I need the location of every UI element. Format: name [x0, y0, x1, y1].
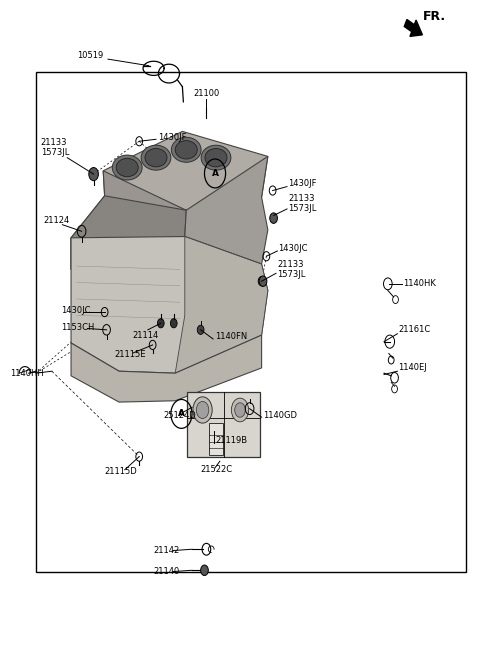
Circle shape [157, 319, 164, 328]
Ellipse shape [205, 148, 227, 167]
Text: 21142: 21142 [154, 546, 180, 555]
Ellipse shape [231, 398, 249, 422]
Bar [209, 423, 223, 455]
Text: 21133
1573JL: 21133 1573JL [288, 194, 316, 213]
Circle shape [170, 319, 177, 328]
Text: 1430JC: 1430JC [61, 306, 91, 315]
Text: 1430JC: 1430JC [278, 244, 308, 253]
Polygon shape [71, 171, 186, 273]
Ellipse shape [171, 137, 201, 162]
Text: 25124D: 25124D [163, 411, 196, 420]
Circle shape [270, 213, 277, 223]
Text: 21115E: 21115E [114, 350, 146, 359]
Text: A: A [178, 409, 185, 419]
Circle shape [89, 168, 98, 181]
Ellipse shape [145, 148, 167, 167]
Ellipse shape [141, 145, 171, 170]
Polygon shape [185, 156, 268, 264]
Text: 21119B: 21119B [215, 436, 247, 445]
Text: FR.: FR. [422, 10, 445, 23]
Text: A: A [212, 169, 218, 178]
Polygon shape [71, 237, 268, 373]
Ellipse shape [116, 158, 138, 177]
FancyArrow shape [404, 20, 422, 36]
Ellipse shape [235, 403, 245, 417]
Ellipse shape [201, 145, 231, 170]
Text: 1140HH: 1140HH [10, 369, 43, 378]
Text: 1430JF: 1430JF [158, 133, 187, 142]
Text: 1140GD: 1140GD [263, 411, 297, 420]
Text: 1140FN: 1140FN [215, 332, 247, 341]
Circle shape [201, 565, 208, 576]
Text: 21140: 21140 [154, 567, 180, 576]
Text: 1140EJ: 1140EJ [398, 363, 427, 373]
Ellipse shape [196, 401, 209, 419]
Text: 21114: 21114 [132, 330, 158, 340]
Text: 21100: 21100 [193, 89, 219, 98]
Ellipse shape [112, 155, 142, 180]
Text: 21133
1573JL: 21133 1573JL [41, 138, 69, 156]
Bar [187, 392, 260, 457]
Polygon shape [103, 131, 268, 210]
Text: 21124: 21124 [43, 215, 70, 225]
Ellipse shape [193, 397, 212, 423]
Text: 1153CH: 1153CH [61, 323, 95, 332]
Text: 1430JF: 1430JF [288, 179, 316, 189]
Text: 21161C: 21161C [398, 325, 431, 334]
Text: 1140HK: 1140HK [403, 279, 436, 288]
Text: 21133
1573JL: 21133 1573JL [277, 260, 306, 279]
Ellipse shape [175, 141, 197, 159]
Bar [36, 72, 466, 572]
Circle shape [197, 325, 204, 334]
Polygon shape [175, 237, 268, 373]
Circle shape [259, 276, 267, 286]
Polygon shape [71, 196, 186, 273]
Polygon shape [71, 335, 262, 402]
Text: 21115D: 21115D [105, 467, 137, 476]
Text: 10519: 10519 [77, 51, 103, 60]
Text: 21522C: 21522C [201, 465, 233, 474]
